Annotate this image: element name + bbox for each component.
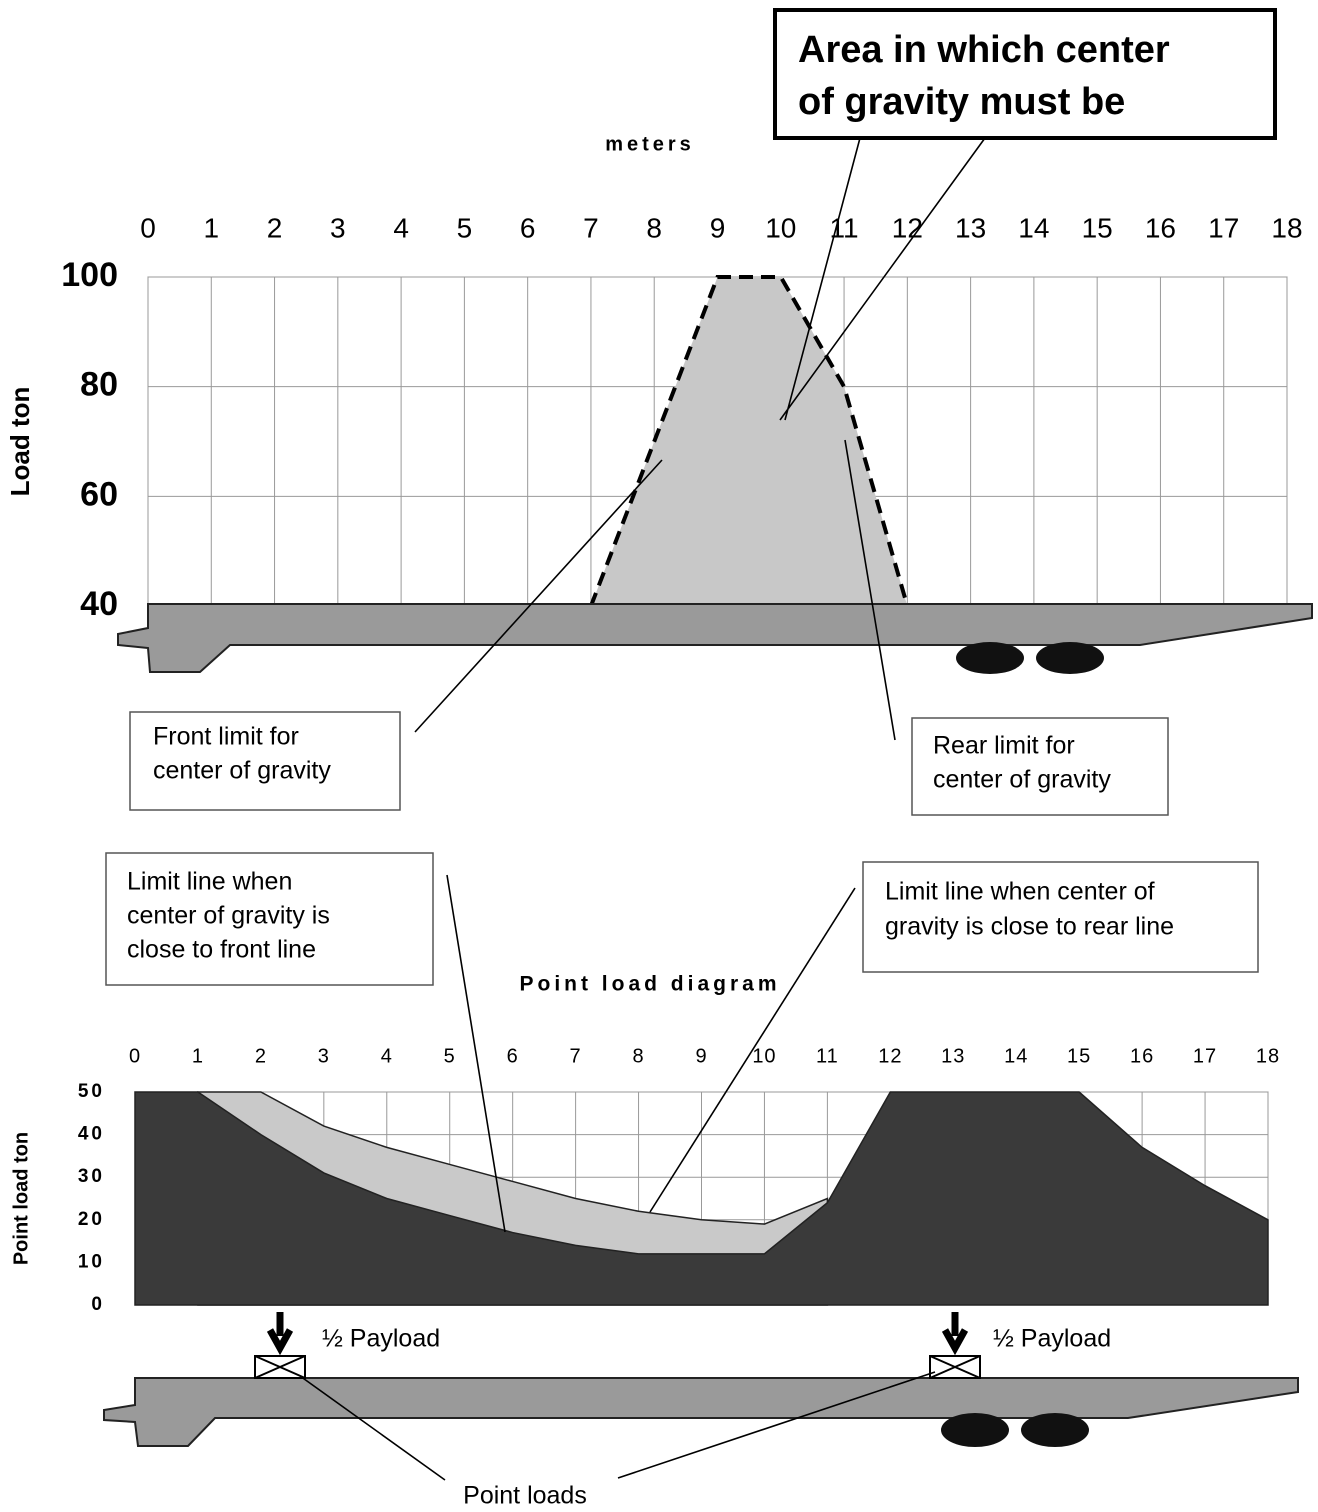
x-tick-label: 14 — [1004, 1045, 1028, 1067]
x-tick-label: 16 — [1130, 1045, 1154, 1067]
x-tick-label: 8 — [646, 212, 662, 243]
x-tick-label: 16 — [1145, 212, 1176, 243]
annotation: close to front line — [127, 936, 316, 964]
annotation: Front limit for — [153, 723, 299, 751]
x-tick-label: 12 — [892, 212, 923, 243]
x-tick-label: 1 — [203, 212, 219, 243]
y-tick-label: 50 — [78, 1081, 105, 1102]
y-tick-label: 30 — [78, 1166, 105, 1187]
x-tick-label: 18 — [1256, 1045, 1280, 1067]
annotation: ½ Payload — [322, 1325, 440, 1353]
x-tick-label: 5 — [457, 212, 473, 243]
x-tick-label: 5 — [444, 1045, 456, 1067]
x-tick-label: 2 — [267, 212, 283, 243]
x-tick-label: 13 — [955, 212, 986, 243]
x-tick-label: 9 — [695, 1045, 707, 1067]
x-tick-label: 12 — [878, 1045, 902, 1067]
x-tick-label: 6 — [520, 212, 536, 243]
y-axis-title: Point load ton — [10, 1132, 32, 1265]
annotation: ½ Payload — [993, 1325, 1111, 1353]
x-tick-label: 6 — [507, 1045, 519, 1067]
y-tick-label: 20 — [78, 1209, 105, 1230]
y-tick-label: 60 — [80, 475, 118, 513]
x-tick-label: 7 — [570, 1045, 582, 1067]
x-tick-label: 10 — [765, 212, 796, 243]
x-tick-label: 3 — [330, 212, 346, 243]
x-axis-title: meters — [605, 133, 695, 155]
y-tick-label: 0 — [91, 1294, 105, 1315]
x-tick-label: 0 — [140, 212, 156, 243]
y-tick-label: 40 — [80, 585, 118, 623]
x-tick-label: 1 — [192, 1045, 204, 1067]
x-tick-label: 18 — [1271, 212, 1302, 243]
chart-title: Point load diagram — [519, 973, 780, 996]
x-tick-label: 14 — [1018, 212, 1049, 243]
x-tick-label: 13 — [941, 1045, 965, 1067]
x-tick-label: 0 — [129, 1045, 141, 1067]
annotation: center of gravity — [153, 757, 331, 785]
x-tick-label: 2 — [255, 1045, 267, 1067]
x-tick-label: 17 — [1208, 212, 1239, 243]
y-tick-label: 80 — [80, 366, 118, 404]
x-tick-label: 15 — [1082, 212, 1113, 243]
annotation: Limit line when — [127, 868, 292, 896]
x-tick-label: 8 — [632, 1045, 644, 1067]
annotation: Rear limit for — [933, 732, 1075, 760]
annotation: gravity is close to rear line — [885, 913, 1174, 941]
x-tick-label: 15 — [1067, 1045, 1091, 1067]
annotation: Point loads — [463, 1482, 587, 1510]
diagram: 0123456789101112131415161718406080100met… — [0, 0, 1318, 1512]
y-tick-label: 10 — [78, 1251, 105, 1272]
x-tick-label: 4 — [381, 1045, 393, 1067]
page: {"chart_data": [ {"type": "area", "xlabe… — [0, 0, 1318, 1512]
x-tick-label: 7 — [583, 212, 599, 243]
annotation: center of gravity is — [127, 902, 330, 930]
annotation: center of gravity — [933, 766, 1111, 794]
trailer-bottom — [104, 1312, 1298, 1447]
x-tick-label: 11 — [816, 1045, 839, 1067]
x-tick-label: 4 — [393, 212, 409, 243]
y-tick-label: 40 — [78, 1124, 105, 1145]
y-axis-title: Load ton — [5, 387, 35, 497]
annotation: Area in which center — [798, 29, 1170, 71]
x-tick-label: 10 — [752, 1045, 776, 1067]
x-tick-label: 9 — [710, 212, 726, 243]
annotation: of gravity must be — [798, 81, 1125, 123]
x-tick-label: 3 — [318, 1045, 330, 1067]
trailer-top — [118, 604, 1312, 674]
y-tick-label: 100 — [61, 256, 118, 294]
x-tick-label: 17 — [1193, 1045, 1217, 1067]
annotation: Limit line when center of — [885, 878, 1155, 906]
